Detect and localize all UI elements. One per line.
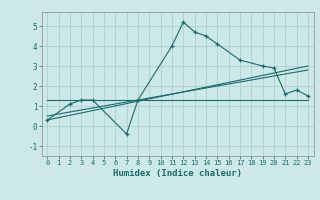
X-axis label: Humidex (Indice chaleur): Humidex (Indice chaleur) [113,169,242,178]
